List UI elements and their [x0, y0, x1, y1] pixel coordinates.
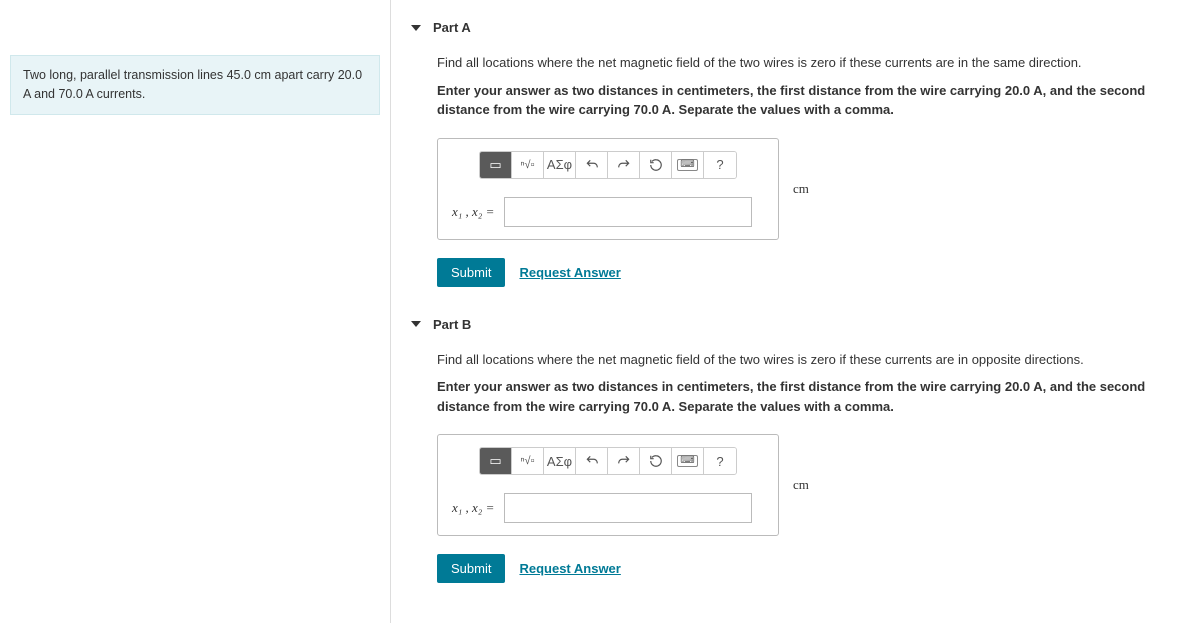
- math-sqrt-button[interactable]: ⁿ√▫: [512, 152, 544, 178]
- part-a-question: Find all locations where the net magneti…: [437, 53, 1190, 73]
- parts-panel: Part A Find all locations where the net …: [390, 0, 1200, 623]
- collapse-icon: [411, 25, 421, 31]
- unit-label-b: cm: [793, 477, 809, 493]
- variable-label-a: x₁ , x₂ =: [438, 204, 504, 220]
- undo-button[interactable]: [576, 152, 608, 178]
- part-a-section: Part A Find all locations where the net …: [411, 20, 1190, 287]
- help-button[interactable]: ?: [704, 152, 736, 178]
- templates-button[interactable]: ▭: [480, 152, 512, 178]
- part-b-instruction: Enter your answer as two distances in ce…: [437, 377, 1190, 416]
- collapse-icon: [411, 321, 421, 327]
- undo-icon: [585, 454, 599, 468]
- undo-icon: [585, 158, 599, 172]
- problem-panel: Two long, parallel transmission lines 45…: [0, 0, 390, 623]
- answer-input-a[interactable]: [504, 197, 752, 227]
- keyboard-button[interactable]: ⌨: [672, 448, 704, 474]
- answer-box-b: ▭ ⁿ√▫ ΑΣφ: [437, 434, 779, 536]
- templates-button[interactable]: ▭: [480, 448, 512, 474]
- part-a-header[interactable]: Part A: [411, 20, 1190, 35]
- request-answer-link-a[interactable]: Request Answer: [519, 265, 620, 280]
- part-a-title: Part A: [433, 20, 471, 35]
- reset-button[interactable]: [640, 448, 672, 474]
- answer-box-a: ▭ ⁿ√▫ ΑΣφ: [437, 138, 779, 240]
- unit-label-a: cm: [793, 181, 809, 197]
- symbols-button[interactable]: ΑΣφ: [544, 448, 576, 474]
- toolbar-a: ▭ ⁿ√▫ ΑΣφ: [438, 151, 778, 179]
- sqrt-icon: ⁿ√▫: [521, 159, 535, 171]
- redo-button[interactable]: [608, 152, 640, 178]
- reset-icon: [649, 454, 663, 468]
- answer-input-b[interactable]: [504, 493, 752, 523]
- part-b-section: Part B Find all locations where the net …: [411, 317, 1190, 584]
- sqrt-icon: ⁿ√▫: [521, 455, 535, 467]
- greek-icon: ΑΣφ: [547, 454, 572, 469]
- reset-button[interactable]: [640, 152, 672, 178]
- help-button[interactable]: ?: [704, 448, 736, 474]
- toolbar-b: ▭ ⁿ√▫ ΑΣφ: [438, 447, 778, 475]
- part-b-header[interactable]: Part B: [411, 317, 1190, 332]
- submit-button-b[interactable]: Submit: [437, 554, 505, 583]
- help-icon: ?: [716, 157, 723, 172]
- request-answer-link-b[interactable]: Request Answer: [519, 561, 620, 576]
- submit-button-a[interactable]: Submit: [437, 258, 505, 287]
- problem-statement: Two long, parallel transmission lines 45…: [10, 55, 380, 115]
- undo-button[interactable]: [576, 448, 608, 474]
- redo-button[interactable]: [608, 448, 640, 474]
- help-icon: ?: [716, 454, 723, 469]
- redo-icon: [617, 454, 631, 468]
- greek-icon: ΑΣφ: [547, 157, 572, 172]
- redo-icon: [617, 158, 631, 172]
- part-b-question: Find all locations where the net magneti…: [437, 350, 1190, 370]
- rect-icon: ▭: [489, 157, 501, 173]
- reset-icon: [649, 158, 663, 172]
- keyboard-button[interactable]: ⌨: [672, 152, 704, 178]
- part-b-title: Part B: [433, 317, 471, 332]
- variable-label-b: x₁ , x₂ =: [438, 500, 504, 516]
- keyboard-icon: ⌨: [677, 159, 697, 171]
- math-sqrt-button[interactable]: ⁿ√▫: [512, 448, 544, 474]
- part-a-instruction: Enter your answer as two distances in ce…: [437, 81, 1190, 120]
- keyboard-icon: ⌨: [677, 455, 697, 467]
- symbols-button[interactable]: ΑΣφ: [544, 152, 576, 178]
- rect-icon: ▭: [489, 453, 501, 469]
